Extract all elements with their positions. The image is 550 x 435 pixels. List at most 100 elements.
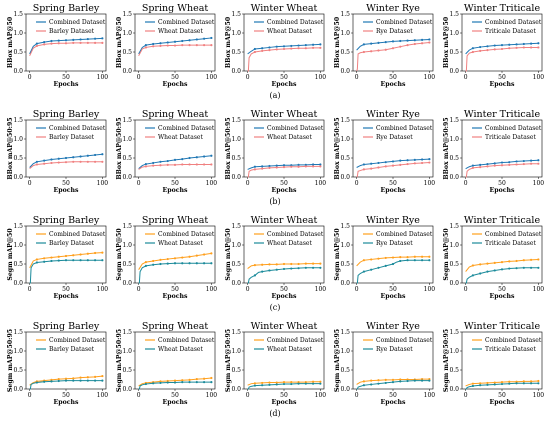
data-point [413, 158, 416, 161]
data-point [79, 379, 82, 382]
legend-entry: Combined Dataset [267, 337, 324, 344]
subplot-b-5: Winter Triticale 0.0 0.5 1.0 1.5 0 50 100 Epochs… [443, 109, 544, 194]
row-label: (a) [269, 91, 280, 100]
x-axis-label: Epochs [272, 293, 297, 300]
data-point [86, 154, 89, 157]
data-point [370, 258, 373, 261]
y-tick-label: 0.0 [122, 386, 132, 393]
y-tick-label: 0.5 [13, 367, 23, 374]
data-point [93, 251, 97, 255]
data-point [275, 166, 278, 169]
data-point [173, 163, 177, 166]
data-point [479, 163, 482, 166]
data-point [253, 47, 257, 51]
data-point [72, 379, 75, 382]
x-tick-label: 100 [424, 74, 436, 81]
data-point [275, 268, 278, 271]
data-point [43, 257, 46, 260]
x-axis-label: Epochs [490, 399, 515, 406]
y-tick-label: 0.5 [449, 49, 459, 56]
subplot-title: Spring Wheat [142, 109, 209, 120]
data-point [253, 50, 257, 54]
y-tick-label: 0.0 [122, 174, 132, 181]
data-point [261, 49, 264, 52]
data-point [79, 41, 82, 44]
data-point [152, 263, 155, 266]
data-point [195, 163, 198, 166]
data-point [35, 42, 39, 45]
x-tick-label: 0 [137, 74, 141, 81]
legend-entry: Wheat Dataset [267, 346, 312, 353]
series-line-combined [29, 153, 103, 168]
data-point [522, 266, 525, 269]
data-point [152, 45, 155, 48]
data-point [166, 159, 169, 163]
data-point [413, 39, 416, 42]
data-point [166, 379, 169, 383]
data-point [188, 39, 191, 42]
data-point [253, 384, 257, 387]
y-tick-label: 1.0 [449, 242, 459, 249]
legend-entry: Combined Dataset [49, 19, 106, 26]
data-point [515, 267, 518, 270]
data-point [537, 258, 540, 261]
legend-entry: Combined Dataset [485, 231, 542, 238]
data-point [319, 165, 322, 168]
x-axis-label: Epochs [490, 187, 515, 194]
subplot-a-4: Winter Rye 0.0 0.5 1.0 1.5 0 50 100 Epochs BBox m… [334, 3, 435, 88]
series-line-single [356, 42, 430, 72]
data-point [50, 42, 53, 45]
legend-entry: Rye Dataset [376, 346, 413, 353]
data-point [181, 381, 184, 384]
data-point [377, 49, 380, 52]
data-point [64, 377, 68, 380]
data-point [93, 37, 97, 40]
data-point [304, 163, 307, 166]
y-axis-label: Segm mAP@50 [334, 228, 341, 281]
data-point [493, 162, 496, 165]
y-tick-label: 0.0 [340, 174, 350, 181]
data-point [210, 252, 213, 255]
data-point [181, 256, 184, 259]
data-point [282, 45, 286, 48]
series-line-single [247, 47, 321, 72]
legend-entry: Combined Dataset [267, 19, 324, 26]
data-point [406, 162, 409, 166]
data-point [486, 165, 489, 168]
legend-entry: Combined Dataset [376, 19, 433, 26]
series-line-single [29, 42, 103, 57]
subplot-title: Spring Barley [33, 3, 100, 14]
data-point [202, 44, 206, 47]
data-point [181, 379, 184, 382]
subplot-b-1: Spring Barley 0.0 0.5 1.0 1.5 0 50 100 Epochs BBo… [7, 109, 108, 194]
y-tick-label: 1.0 [231, 136, 241, 143]
x-tick-label: 100 [97, 74, 109, 81]
data-point [57, 255, 60, 258]
data-point [282, 166, 286, 169]
y-tick-label: 1.0 [340, 348, 350, 355]
data-point [486, 162, 489, 166]
x-tick-label: 0 [464, 286, 468, 293]
legend-entry: Wheat Dataset [158, 346, 203, 353]
series-line-single [465, 163, 539, 178]
series-line-single [247, 383, 321, 390]
data-point [319, 262, 322, 265]
x-tick-label: 100 [533, 392, 545, 399]
y-tick-label: 1.0 [13, 348, 23, 355]
y-tick-label: 0.5 [122, 367, 132, 374]
legend-entry: Combined Dataset [158, 125, 215, 132]
data-point [202, 37, 206, 40]
x-axis-label: Epochs [163, 187, 188, 194]
data-point [195, 156, 198, 159]
legend-entry: Combined Dataset [49, 337, 106, 344]
data-point [522, 46, 525, 49]
data-point [79, 253, 82, 256]
x-tick-label: 50 [498, 180, 506, 187]
data-point [479, 272, 482, 275]
legend-entry: Combined Dataset [376, 231, 433, 238]
x-axis-label: Epochs [381, 187, 406, 194]
data-point [35, 160, 39, 163]
data-point [72, 156, 75, 159]
subplot-c-1: Spring Barley 0.0 0.5 1.0 1.5 0 50 100 Epochs Seg… [7, 215, 108, 300]
y-axis-label: Segm mAP@50 [116, 228, 123, 281]
